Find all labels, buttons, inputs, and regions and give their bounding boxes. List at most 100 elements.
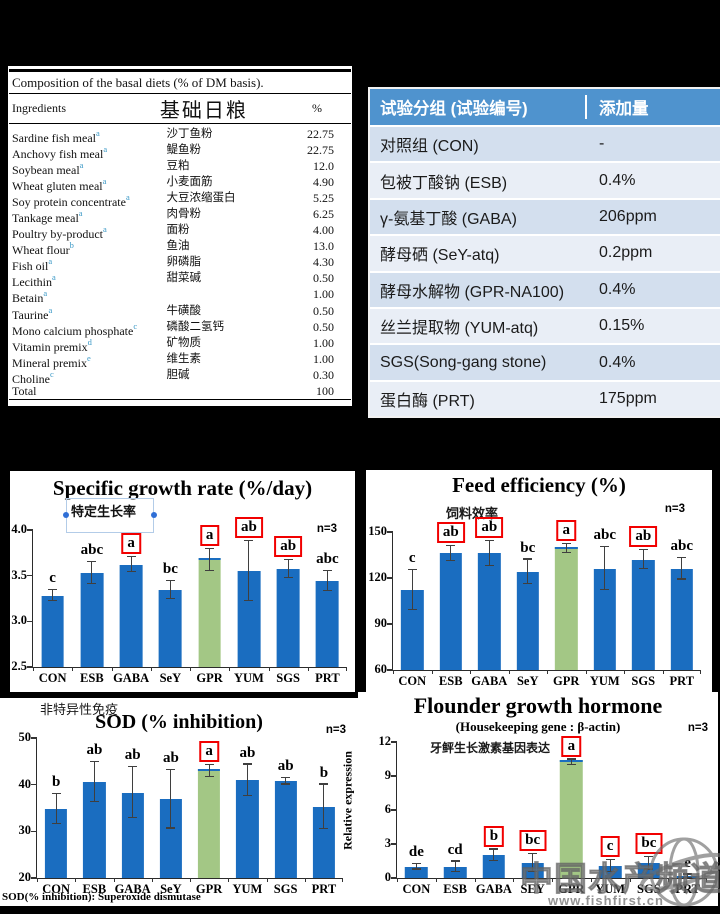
x-tick-label: ESB (80, 671, 104, 685)
groups-table-body: 对照组 (CON) - 包被丁酸钠 (ESB) 0.4% γ-氨基丁酸 (GABA) 20… (370, 125, 720, 417)
error-bar-cap (528, 871, 538, 873)
ingredient-name-cn: 维生素 (166, 352, 202, 365)
bar-slot: ab SGS (624, 526, 663, 688)
y-tick-mark (387, 577, 393, 579)
bar (670, 568, 693, 670)
chart-title: Flounder growth hormone (413, 693, 663, 718)
significance-letter-text: cd (447, 841, 463, 858)
error-bar-cap (450, 870, 460, 872)
selection-handle-icon[interactable] (63, 512, 69, 518)
annotation-textbox[interactable]: 特定生长率 (63, 498, 157, 533)
error-bar-cap (242, 763, 252, 765)
significance-letter: c (49, 570, 56, 587)
x-tick-label: YUM (595, 882, 626, 896)
ingredient-percent: 12.0 (313, 158, 334, 173)
error-bar-cap (319, 828, 329, 830)
plot-area: 20 30 40 50 b CON ab ESB ab GABA ab SeY a GPR ab YUM ab S… (19, 730, 343, 896)
ingredient-name: Cholinec (12, 368, 54, 386)
y-tick-label: 4.0 (11, 522, 27, 536)
group-row: 包被丁酸钠 (ESB) 0.4% (370, 161, 720, 198)
experimental-groups-table: 试验分组 (试验编号) 添加量 对照组 (CON) - 包被丁酸钠 (ESB) 0.4… (368, 87, 720, 419)
error-bar-cap (411, 862, 421, 864)
table-row: Fish oila 卵磷脂 4.30 (8, 254, 352, 273)
y-tick-label: 0 (384, 870, 391, 884)
ingredient-name: Betaina (12, 288, 48, 306)
x-tick-mark (268, 667, 270, 671)
error-bar-cap (89, 760, 99, 762)
error-bar-cap (205, 548, 215, 550)
significance-letter-boxed: bc (519, 830, 547, 852)
error-bar-cap (89, 800, 99, 802)
chart-title: SOD (% inhibition) (95, 711, 263, 733)
error-bar-cap (638, 567, 648, 569)
bar (443, 866, 467, 878)
x-tick-mark (547, 670, 548, 674)
significance-letter-boxed: a (199, 741, 219, 763)
annotation-text: 特定生长率 (71, 504, 137, 519)
x-tick-mark (700, 670, 701, 674)
error-bar-cap (683, 873, 693, 875)
error-bar-cap (605, 859, 615, 861)
plot-area: 0 3 6 9 12 de CON cd ESB b GABA bc SEY a GPR c YUM bc SGS e… (379, 734, 707, 896)
table-row: Soybean meala 豆粕 12.0 (8, 158, 352, 177)
significance-letter-boxed: ab (274, 536, 303, 558)
error-bar-cap (87, 560, 97, 562)
error-bar-cap (242, 795, 252, 797)
ingredient-name: Anchovy fish meala (12, 143, 108, 161)
significance-letter: ab (274, 536, 303, 558)
significance-letter-text: abc (80, 541, 104, 558)
group-name: 酵母水解物 (GPR-NA100) (380, 283, 565, 301)
table-row: Mono calcium phosphatec 磷酸二氢钙 0.50 (8, 319, 352, 338)
x-tick-label: GABA (475, 882, 512, 896)
significance-letter-boxed: c (600, 836, 620, 858)
ingredient-name: Poultry by-producta (12, 224, 107, 242)
error-bar-cap (566, 758, 576, 760)
y-tick-mark (31, 877, 37, 879)
error-bar-cap (605, 870, 615, 872)
x-tick-label: YUM (232, 882, 263, 896)
bar (80, 572, 104, 667)
error-bar-cap (407, 609, 417, 611)
plot-area: 2.5 3.0 3.5 4.0 c CON abc ESB a GABA bc SeY a GPR ab YU… (11, 516, 347, 685)
pre-title-text: 非特异性免疫 (40, 702, 119, 717)
significance-letter: b (320, 765, 328, 782)
error-bar (285, 778, 287, 785)
error-bar-cap (600, 546, 610, 548)
group-dose: 0.4% (599, 280, 636, 298)
x-tick-mark (629, 878, 631, 882)
error-bar-cap (411, 868, 421, 870)
group-row: 丝兰提取物 (YUM-atq) 0.15% (370, 306, 720, 344)
ingredient-percent: 6.25 (313, 206, 334, 221)
ingredient-percent: 22.75 (307, 142, 334, 157)
ingredient-name-cn: 大豆浓缩蛋白 (166, 191, 236, 204)
bar-slot: abc PRT (308, 530, 347, 685)
error-bar-cap (204, 776, 214, 778)
y-tick-mark (391, 843, 397, 845)
bar (41, 595, 64, 667)
table-row: Soy protein concentratea 大豆浓缩蛋白 5.25 (8, 190, 352, 209)
error-bar-cap (561, 543, 571, 545)
table-row: Wheat gluten meala 小麦面筋 4.90 (8, 174, 352, 193)
error-bar-cap (523, 582, 533, 585)
error-bar-cap (484, 540, 494, 542)
x-tick-mark (304, 878, 306, 882)
chart-sod-inhibition: 非特异性免疫 SOD (% inhibition) n=3 20 30 40 50 b C… (0, 698, 358, 906)
x-tick-label: PRT (669, 674, 695, 688)
y-tick-mark (387, 531, 393, 533)
selection-handle-icon[interactable] (151, 512, 157, 518)
bar-slot: a GPR (547, 520, 586, 688)
significance-letter: ab (629, 526, 658, 548)
bar-slot: a GPR (552, 735, 591, 896)
ingredient-name: Soy protein concentratea (12, 191, 130, 209)
chart-subtitle: (Housekeeping gene : β-actin) (455, 719, 621, 734)
group-dose: 206ppm (599, 207, 657, 225)
x-tick-label: PRT (315, 671, 340, 685)
x-tick-mark (474, 878, 476, 882)
ingredient-name: Lecithina (12, 272, 56, 290)
chart-flounder-growth-hormone: Flounder growth hormone (Housekeeping ge… (341, 692, 718, 906)
error-bar-cap (128, 816, 138, 818)
x-tick-mark (435, 878, 437, 882)
group-row: 酵母硒 (SeY-atq) 0.2ppm (370, 234, 720, 271)
error-bar-cap (566, 764, 576, 766)
y-tick-mark (387, 669, 393, 671)
